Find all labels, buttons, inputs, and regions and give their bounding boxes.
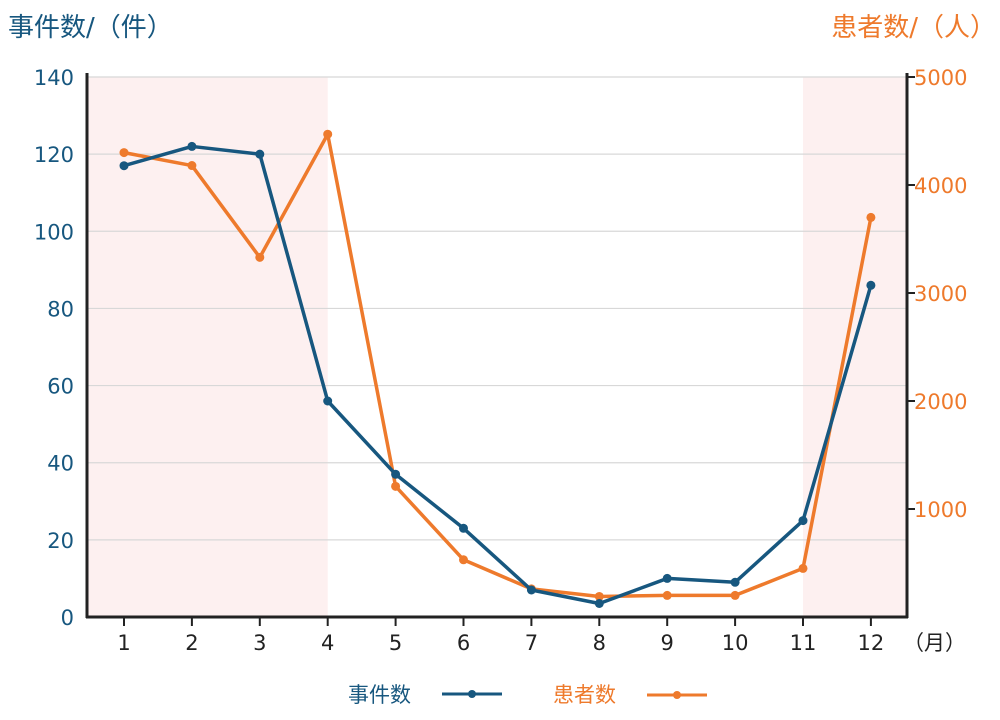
- x-tick-label: 7: [525, 631, 538, 655]
- data-point-patients: [662, 590, 672, 600]
- data-point-incidents: [255, 149, 265, 159]
- shaded-region: [87, 77, 328, 617]
- data-point-patients: [187, 161, 197, 171]
- left-tick-label: 80: [47, 297, 74, 321]
- x-tick-label: 4: [321, 631, 334, 655]
- data-point-incidents: [730, 577, 740, 587]
- x-tick-label: 8: [593, 631, 606, 655]
- data-point-incidents: [459, 523, 468, 533]
- data-point-patients: [119, 148, 129, 158]
- x-axis-unit: （月）: [903, 631, 966, 655]
- left-tick-label: 60: [47, 375, 74, 399]
- data-point-incidents: [866, 280, 876, 290]
- data-point-patients: [391, 481, 401, 491]
- right-axis-title: 患者数/（人）: [831, 13, 996, 43]
- x-tick-label: 6: [457, 631, 470, 655]
- legend-marker-incidents: [468, 690, 476, 698]
- legend-label-incidents: 事件数: [348, 683, 411, 707]
- legend-marker-patients: [673, 691, 681, 699]
- data-point-patients: [798, 563, 808, 573]
- x-tick-label: 3: [253, 631, 266, 655]
- shaded-regions: [87, 77, 907, 617]
- right-tick-label: 1000: [914, 498, 967, 522]
- left-tick-label: 0: [61, 606, 74, 630]
- data-point-patients: [594, 591, 604, 601]
- axes: [85, 73, 909, 619]
- right-tick-label: 2000: [914, 390, 967, 414]
- left-tick-label: 20: [47, 529, 74, 553]
- legend-label-patients: 患者数: [553, 683, 616, 707]
- gridlines: [87, 76, 907, 541]
- series-line-incidents: [122, 144, 873, 606]
- data-point-incidents: [187, 141, 197, 151]
- right-y-ticks: 1000 2000 3000 4000 5000: [907, 66, 967, 522]
- data-point-patients: [730, 590, 740, 600]
- series-incidents: [119, 141, 876, 608]
- shaded-region: [803, 77, 907, 617]
- right-tick-label: 3000: [914, 282, 967, 306]
- data-point-patients: [323, 129, 333, 139]
- left-y-ticks: 0 20 40 60 80 100 120 140: [34, 66, 74, 630]
- x-tick-label: 9: [661, 631, 674, 655]
- data-point-patients: [459, 555, 468, 565]
- x-tick-label: 11: [790, 631, 817, 655]
- left-tick-label: 120: [34, 143, 74, 167]
- x-ticks: 1 2 3 4 5 6 7 8 9 10 11 12: [117, 617, 884, 655]
- data-point-incidents: [323, 396, 333, 406]
- right-tick-label: 4000: [914, 174, 967, 198]
- data-point-incidents: [798, 516, 808, 526]
- data-point-incidents: [391, 469, 401, 479]
- right-tick-label: 5000: [914, 66, 967, 90]
- left-axis-title: 事件数/（件）: [8, 13, 173, 43]
- x-tick-label: 2: [185, 631, 198, 655]
- left-tick-label: 100: [34, 220, 74, 244]
- data-point-incidents: [594, 599, 604, 608]
- data-point-incidents: [526, 585, 536, 595]
- data-point-incidents: [662, 573, 672, 583]
- series-line-patients: [122, 132, 873, 599]
- data-point-incidents: [119, 161, 129, 171]
- left-tick-label: 140: [34, 66, 74, 90]
- data-point-patients: [866, 212, 876, 222]
- x-tick-label: 5: [389, 631, 402, 655]
- series: [119, 129, 876, 608]
- left-tick-label: 40: [47, 452, 74, 476]
- legend: 事件数 患者数: [348, 683, 707, 707]
- x-tick-label: 10: [722, 631, 749, 655]
- data-point-patients: [255, 252, 265, 262]
- x-tick-label: 1: [117, 631, 130, 655]
- x-tick-label: 12: [858, 631, 885, 655]
